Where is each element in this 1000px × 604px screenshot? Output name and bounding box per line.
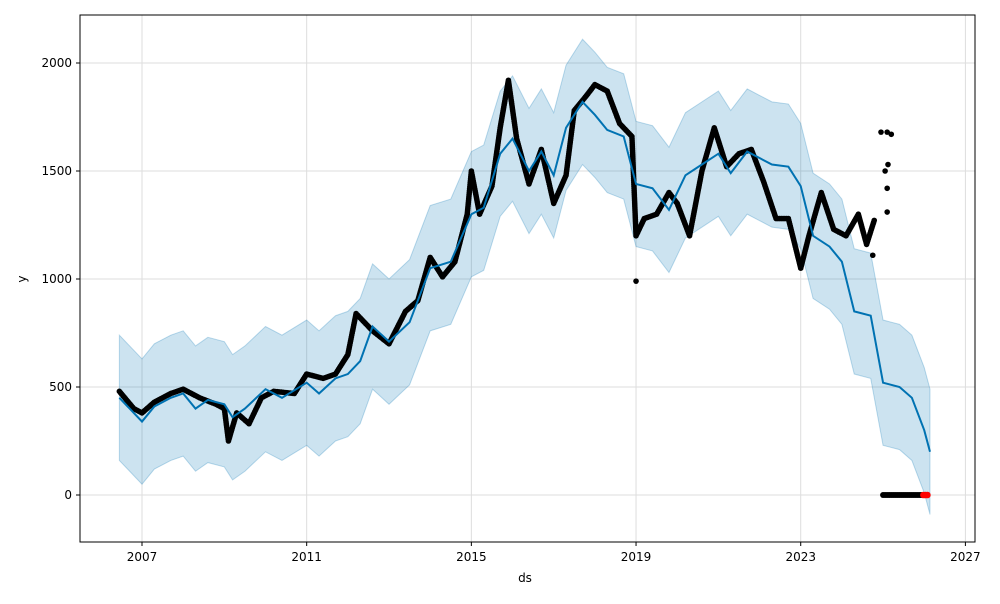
y-tick-label: 1500: [41, 164, 72, 178]
observed-point: [884, 209, 890, 215]
observed-point: [888, 131, 895, 138]
observed-point: [885, 161, 891, 168]
forecast-line: [118, 100, 931, 453]
observed-point: [633, 278, 639, 284]
highlight-points: [920, 491, 931, 499]
observed-point: [882, 168, 888, 174]
observed-point: [871, 217, 878, 224]
uncertainty-band: [118, 38, 931, 515]
x-tick-label: 2023: [785, 550, 816, 564]
x-tick-label: 2011: [291, 550, 322, 564]
y-tick-label: 0: [64, 488, 72, 502]
highlight-point: [924, 491, 931, 499]
observed-point: [884, 129, 890, 135]
observed-point: [884, 185, 890, 192]
x-tick-label: 2007: [127, 550, 158, 564]
observed-point: [878, 129, 884, 135]
grid: [80, 15, 975, 542]
x-axis-label: ds: [518, 571, 532, 585]
axis-ticks: 2007 2011 2015 2019 2023 2027 0 500 1000 1500 2000: [41, 56, 980, 564]
x-tick-label: 2015: [456, 550, 487, 564]
y-tick-label: 1000: [41, 272, 72, 286]
observed-point: [869, 252, 876, 259]
x-tick-label: 2027: [950, 550, 981, 564]
x-tick-label: 2019: [621, 550, 652, 564]
y-tick-label: 2000: [41, 56, 72, 70]
y-axis-label: y: [15, 275, 29, 282]
y-tick-label: 500: [49, 380, 72, 394]
